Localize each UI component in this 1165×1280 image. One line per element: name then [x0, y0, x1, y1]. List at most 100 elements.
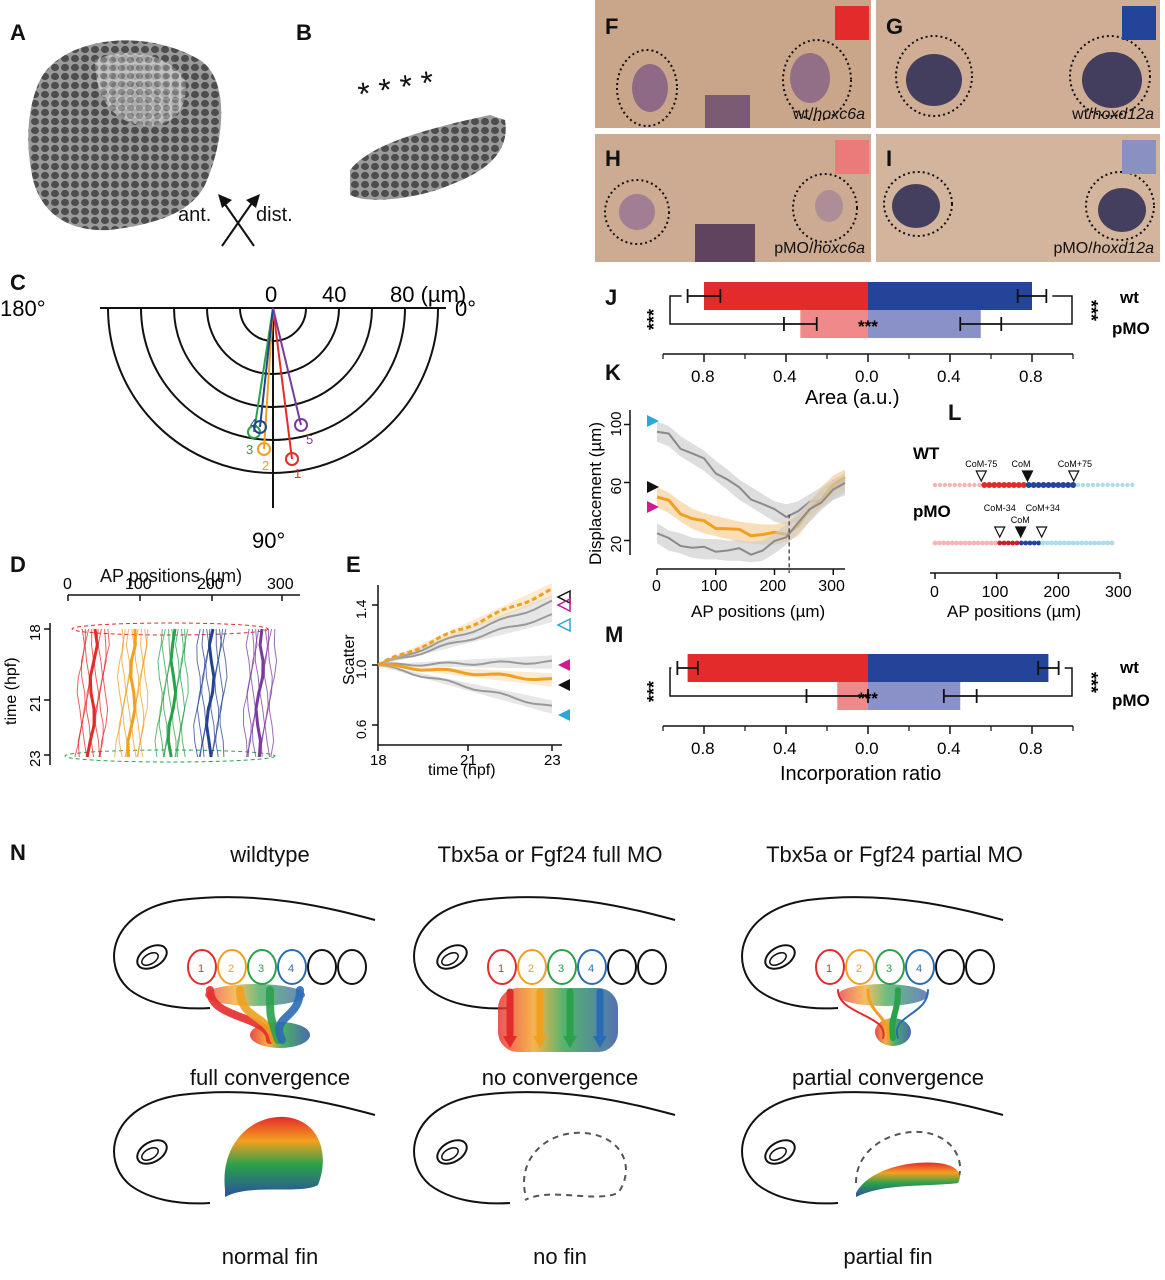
- cell-label-4: 4: [250, 416, 257, 431]
- l-pmo-point: [975, 540, 981, 546]
- e-xtick-label-1: 21: [460, 752, 477, 769]
- l-pmo-point: [1040, 540, 1046, 546]
- l-pmo-point: [1036, 540, 1041, 546]
- l-pmo-point: [1109, 540, 1115, 546]
- l-wt-point: [962, 482, 967, 488]
- embryo-outline-bottom: [757, 989, 839, 1010]
- l-wt-point: [1105, 482, 1110, 488]
- bar-wt-left: [704, 282, 868, 310]
- d-ytick-label-2: 23: [27, 750, 44, 767]
- l-wt-point: [996, 482, 1003, 488]
- somite-2: [217, 949, 247, 985]
- panel-m-sig-right: ***: [1081, 672, 1101, 693]
- e-ytick-label-1: 1.0: [353, 659, 369, 679]
- schematic-col-1: 1 2 3 4: [413, 896, 676, 1205]
- l-wt-point: [1110, 482, 1115, 488]
- somite-number-4: 4: [288, 963, 294, 975]
- somite-number-3: 3: [558, 963, 564, 975]
- panel-label-c: C: [10, 270, 26, 295]
- somite-2: [845, 949, 875, 985]
- l-wt-point: [977, 482, 982, 488]
- micrograph-f: wt/hoxc6a: [595, 0, 871, 128]
- k-xtick-label-1: 100: [701, 578, 728, 595]
- l-pmo-point: [1031, 540, 1037, 546]
- l-wt-point: [1020, 482, 1027, 488]
- panel-m-row-pmo: pMO: [1112, 691, 1150, 710]
- l-pmo-point: [993, 540, 998, 546]
- l-pmo-point: [1018, 540, 1024, 546]
- somite-4: [277, 949, 307, 985]
- somite-number-1: 1: [498, 963, 504, 975]
- l-wt-point: [1065, 482, 1072, 488]
- panel-e-ylabel: Scatter: [341, 634, 358, 685]
- somite-5: [935, 949, 965, 985]
- panel-label-d: D: [10, 552, 26, 577]
- track-3-0: [154, 628, 163, 758]
- xtick-label-3: 0.4: [937, 739, 961, 758]
- k-xtick-label-2: 200: [760, 578, 787, 595]
- l-wt-point: [1030, 482, 1037, 488]
- panel-l-xlabel: AP positions (µm): [947, 602, 1081, 621]
- micrograph-h-svg: [604, 173, 858, 262]
- track-1-8: [99, 628, 110, 758]
- l-pmo-point: [1014, 540, 1020, 546]
- l-pmo-point: [1070, 540, 1076, 546]
- panel-label-a: A: [10, 20, 26, 45]
- e-line-gray-4: [377, 599, 553, 666]
- l-wt-marker-1: [1021, 470, 1034, 483]
- swatch-f: [835, 6, 869, 40]
- arrowhead-2: [533, 1036, 547, 1048]
- panel-k-ylabel: Displacement (µm): [586, 422, 605, 565]
- k-ytick-label-1: 60: [608, 478, 625, 495]
- track-1-2: [81, 628, 90, 758]
- deg-180-label: 180°: [0, 296, 46, 321]
- l-pmo-point: [971, 540, 977, 546]
- arrowhead-1: [503, 1036, 517, 1048]
- panel-j-xlabel: Area (a.u.): [805, 387, 899, 409]
- cell-marker-4: [253, 420, 267, 434]
- micrograph-i-svg: [883, 171, 1155, 241]
- track-3-8: [180, 628, 189, 758]
- track-5-6: [260, 628, 269, 758]
- l-wt-point: [1040, 482, 1047, 488]
- l-wt-point: [1120, 482, 1125, 488]
- cell-marker-2: [257, 442, 271, 456]
- cell-label-1: 1: [294, 466, 301, 481]
- l-wt-point: [1090, 482, 1096, 488]
- cell-label-5: 5: [306, 432, 313, 447]
- panel-e-chart: 0.6 1.0 1.4 18 21 23 Scatter time (hpf): [341, 583, 571, 779]
- e-line-gray-1: [377, 613, 553, 666]
- schematic-col-0: 1 2 3 4: [113, 896, 376, 1205]
- panel-label-b: B: [296, 20, 312, 45]
- l-wt-marker-0: [975, 470, 988, 483]
- e-line-gray-3: [377, 664, 553, 707]
- micrograph-g: wt/hoxd12a: [876, 0, 1160, 128]
- somite-5: [607, 949, 637, 985]
- e-ytick-label-2: 1.4: [353, 599, 369, 619]
- l-pmo-point: [1044, 540, 1050, 546]
- somite-3: [547, 949, 577, 985]
- l-wt-point: [1001, 482, 1008, 488]
- l-wt-marker-2: [1067, 470, 1080, 483]
- l-wt-point: [1095, 482, 1100, 488]
- axis-arrows-icon: [218, 194, 260, 247]
- l-wt-point: [1070, 482, 1077, 488]
- lpm-band: [498, 988, 618, 1052]
- l-pmo-point: [1057, 540, 1063, 546]
- migration-arrow-4: [275, 986, 304, 1044]
- eye-icon: [136, 944, 168, 970]
- panel-l-row-pmo: pMO: [913, 502, 951, 521]
- xtick-label-4: 0.8: [1019, 739, 1043, 758]
- l-wt-point: [972, 482, 977, 488]
- column-title-wildtype: wildtype: [230, 842, 310, 867]
- somite-number-1: 1: [826, 963, 832, 975]
- embryo-outline-bottom: [129, 989, 211, 1010]
- l-pmo-marker-2: [1035, 526, 1048, 539]
- migration-arrow-1: [837, 989, 885, 1039]
- l-pmo-point: [1062, 540, 1067, 546]
- bar-wt-right: [868, 282, 1032, 310]
- l-pmo-point: [967, 540, 972, 546]
- somite-number-2: 2: [856, 963, 862, 975]
- swatch-g: [1122, 6, 1156, 40]
- somite-1: [815, 949, 845, 985]
